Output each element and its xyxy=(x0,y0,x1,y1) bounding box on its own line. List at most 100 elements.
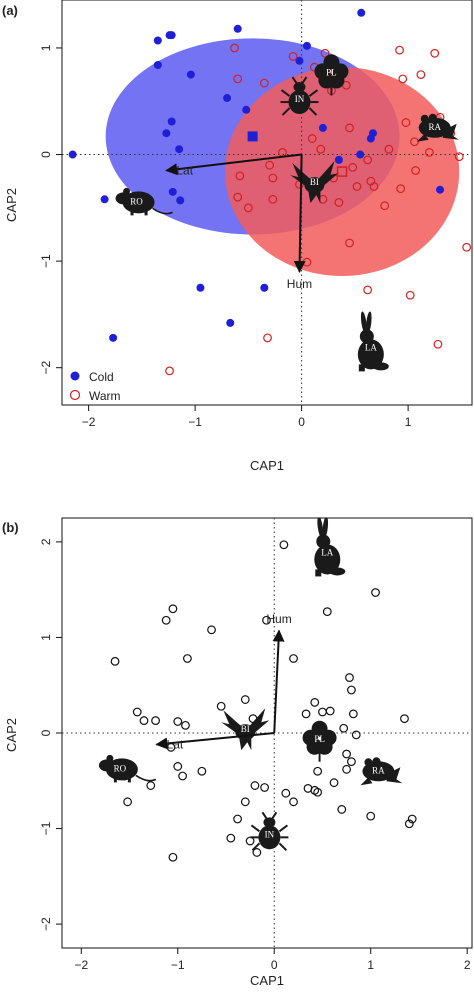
site-point xyxy=(226,833,236,843)
warm-point xyxy=(316,144,326,154)
x-tick-label: 1 xyxy=(367,958,374,972)
cold-point xyxy=(109,333,118,342)
hum-vector-label: Hum xyxy=(287,277,312,291)
warm-point xyxy=(433,339,443,349)
lat-vector-arrow xyxy=(155,732,275,750)
site-point xyxy=(139,716,149,725)
site-point xyxy=(240,797,250,807)
x-tick-label: 2 xyxy=(464,958,471,972)
site-point xyxy=(342,764,351,774)
warm-point xyxy=(334,198,344,207)
y-tick-label: 1 xyxy=(39,44,53,51)
site-point xyxy=(245,836,255,846)
x-tick-label: −2 xyxy=(74,958,88,972)
cold-point xyxy=(302,41,311,50)
warm-point xyxy=(348,162,358,172)
x-tick-label: 0 xyxy=(298,415,305,429)
silhouette-label: PL xyxy=(326,67,337,77)
warm-point xyxy=(369,182,379,191)
silhouette-label: BI xyxy=(310,177,319,187)
panel-b-x-axis-title: CAP1 xyxy=(250,973,284,988)
hum-vector-label: Hum xyxy=(266,612,291,626)
cold-point xyxy=(186,70,195,79)
x-tick-label: −2 xyxy=(82,415,96,429)
site-point xyxy=(260,783,269,792)
warm-point xyxy=(401,118,411,127)
site-point xyxy=(250,781,260,790)
site-point xyxy=(173,762,183,771)
cold-point xyxy=(233,24,242,33)
warm-point xyxy=(243,203,253,213)
cold-point xyxy=(242,105,251,114)
warm-point xyxy=(411,166,420,175)
y-tick-label: −1 xyxy=(39,821,53,835)
site-point xyxy=(348,709,358,719)
site-point xyxy=(301,709,311,719)
y-tick-label: −1 xyxy=(39,254,53,268)
silhouette-label: RO xyxy=(130,196,143,206)
warm-point xyxy=(259,78,269,88)
cold-point xyxy=(175,145,184,154)
panel-a-y-axis: −2 −1 0 1 xyxy=(39,44,62,375)
warm-point xyxy=(345,123,354,133)
cold-point xyxy=(295,56,304,65)
y-tick-label: −2 xyxy=(39,917,53,931)
site-point xyxy=(161,615,171,625)
site-point xyxy=(123,797,132,807)
lat-vector-arrow xyxy=(165,153,302,176)
site-point xyxy=(110,656,120,666)
silhouette-label: IN xyxy=(295,94,305,104)
cold-point xyxy=(366,134,375,143)
warm-point xyxy=(380,201,390,211)
site-point xyxy=(207,625,216,635)
cold-point xyxy=(167,117,176,126)
panel-a-y-axis-title: CAP2 xyxy=(4,188,19,222)
warm-point xyxy=(410,137,419,147)
y-tick-label: 0 xyxy=(39,729,53,736)
cold-point xyxy=(226,318,235,327)
site-point xyxy=(310,698,320,707)
site-point xyxy=(325,706,335,716)
frog-silhouette-icon: RA xyxy=(360,757,403,786)
cold-point xyxy=(176,196,185,205)
bird-silhouette-icon: BI xyxy=(221,708,270,751)
warm-point xyxy=(320,48,330,58)
hum-vector-arrow xyxy=(272,629,285,734)
cold-point xyxy=(162,129,171,138)
rodent-silhouette-icon: RO xyxy=(98,754,157,783)
legend-warm-marker xyxy=(69,389,81,401)
insect-silhouette-icon: IN xyxy=(280,76,319,116)
site-point xyxy=(289,797,298,807)
warm-point xyxy=(268,194,278,204)
panel-a-plot-frame xyxy=(61,0,473,406)
warm-point xyxy=(405,290,415,300)
plant-silhouette-icon: PL xyxy=(302,720,337,762)
warm-point xyxy=(363,285,373,295)
warm-point xyxy=(395,45,404,55)
cold-point xyxy=(153,61,162,70)
legend-cold-marker xyxy=(70,371,80,381)
site-point xyxy=(303,784,313,793)
site-point xyxy=(168,852,178,862)
cold-point xyxy=(167,31,176,40)
panel-b-plot-area: LA BI PL RO RA IN Lat Hum xyxy=(62,518,472,948)
cold-point xyxy=(318,123,327,132)
warm-point xyxy=(352,182,362,191)
x-tick-label: 0 xyxy=(271,958,278,972)
y-tick-label: −2 xyxy=(39,361,53,375)
panel-b: (b) LA BI PL RO RA IN Lat Hum −2 −1 0 1 2 −2 −1 0 1 2 C… xyxy=(2,517,473,988)
silhouette-label: RA xyxy=(372,765,385,775)
panel-b-label: (b) xyxy=(2,520,19,535)
hum-vector-arrow xyxy=(293,154,306,273)
site-point xyxy=(313,766,323,776)
plant-silhouette-icon: PL xyxy=(314,54,349,96)
plot-clip-group: LA BI PL RO RA IN Lat Hum xyxy=(62,518,472,948)
site-point xyxy=(262,615,271,625)
site-point xyxy=(233,814,242,824)
plot-clip-group: PL IN RA BI RO LA Lat Hum xyxy=(62,0,472,405)
site-point xyxy=(371,588,380,597)
warm-point xyxy=(230,43,239,53)
warm-point xyxy=(165,366,174,376)
hare-silhouette-icon: LA xyxy=(314,518,346,577)
x-tick-label: 1 xyxy=(405,415,412,429)
